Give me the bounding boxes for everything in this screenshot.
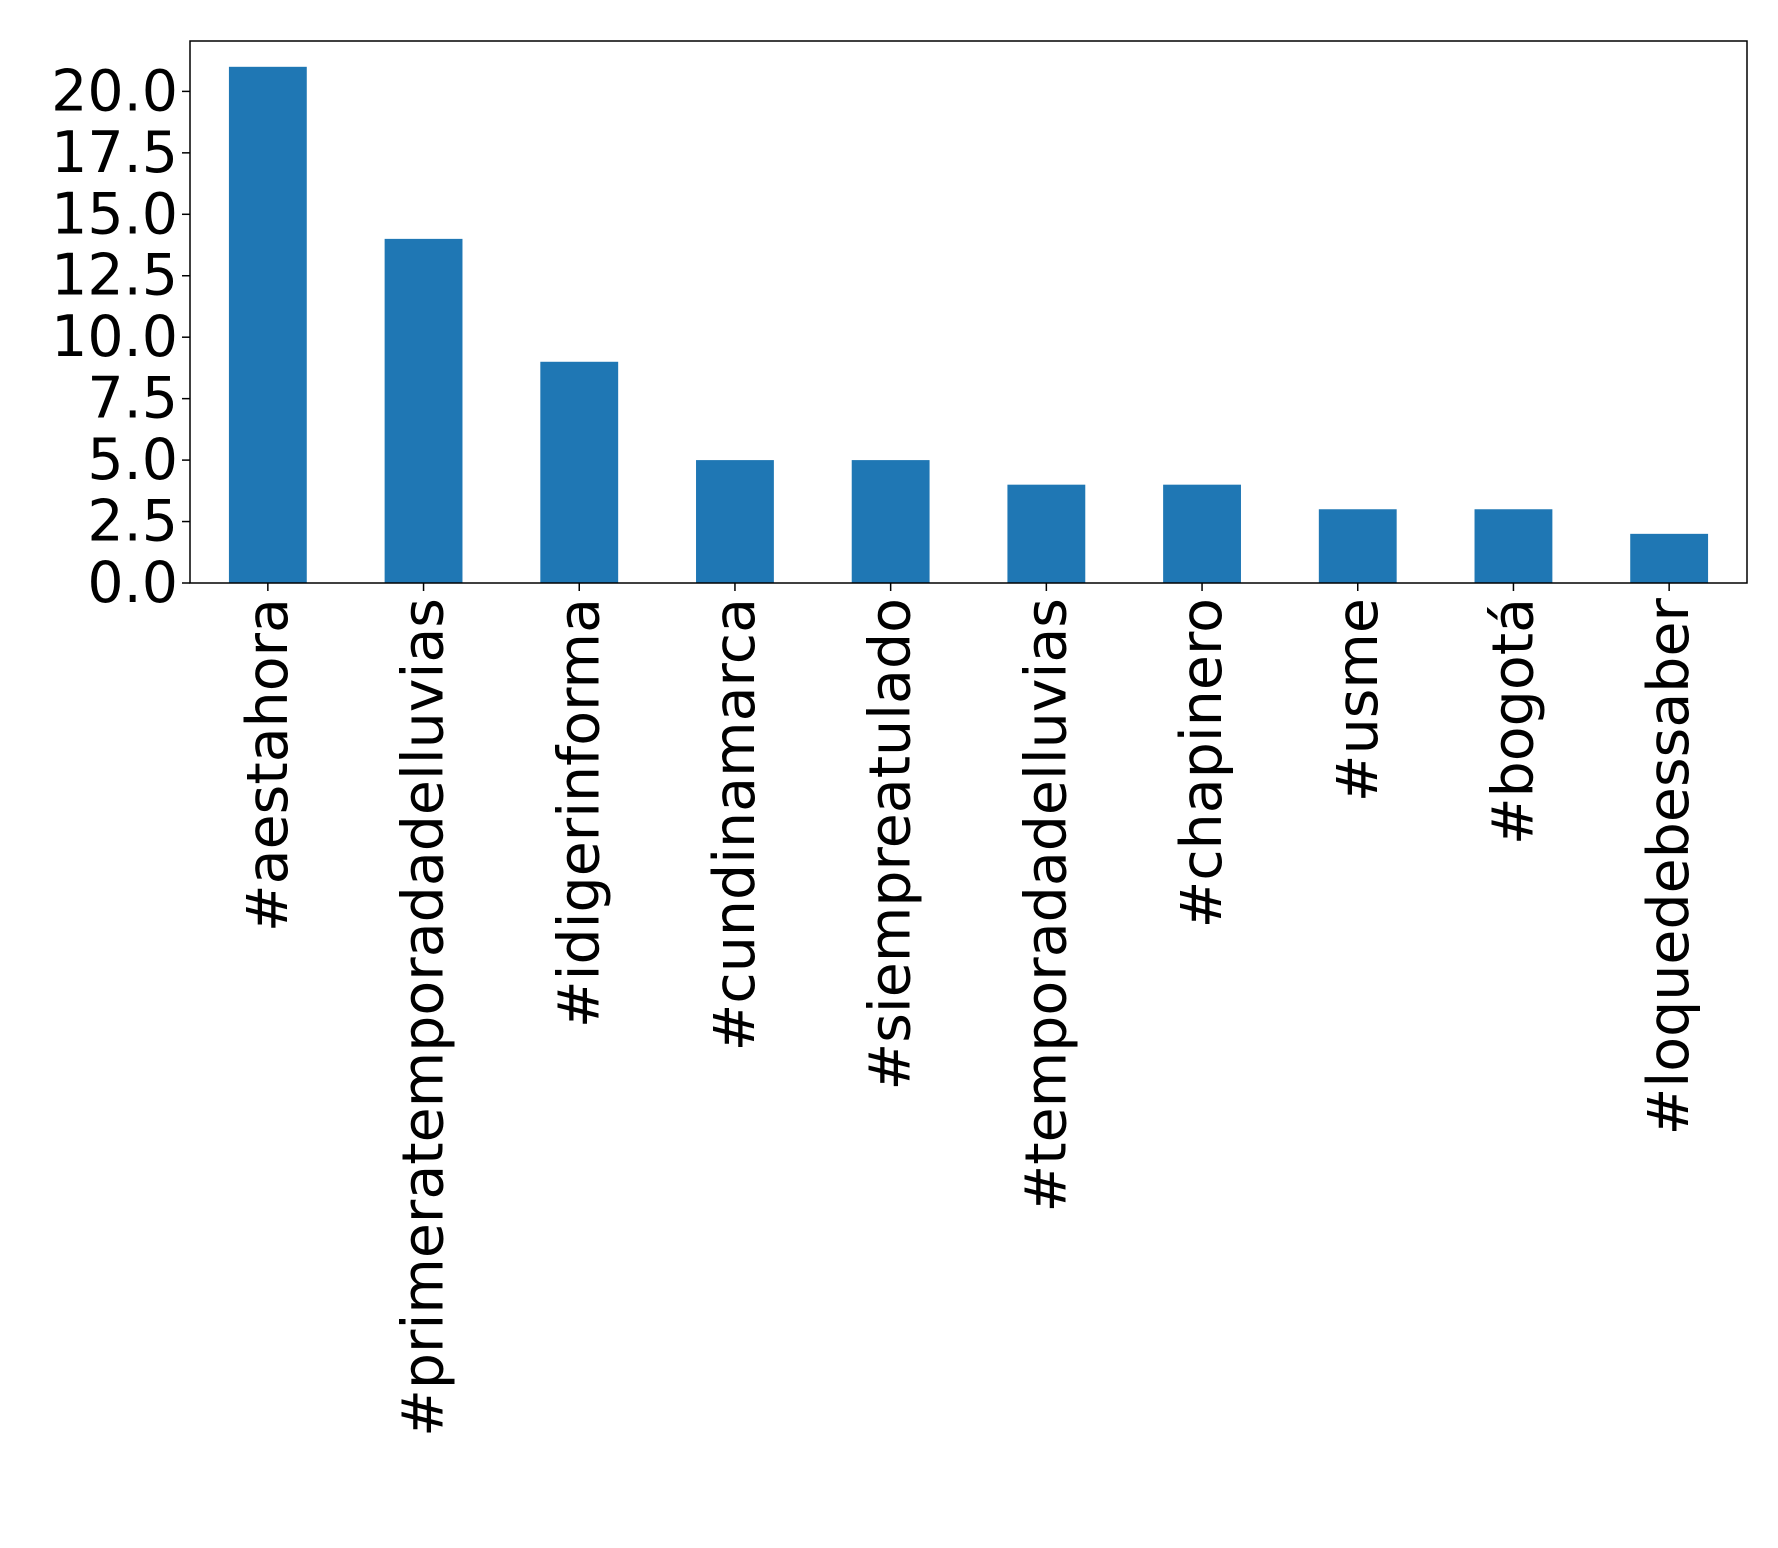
- bar-3: [696, 460, 774, 583]
- bar-2: [540, 361, 619, 583]
- y-axis: 0.02.55.07.510.012.515.017.520.0: [51, 58, 190, 616]
- bar-0: [228, 66, 307, 584]
- bar-1: [384, 238, 463, 583]
- x-tick-label: #loquedebessaber: [1636, 597, 1702, 1135]
- x-tick-label: #chapinero: [1169, 598, 1235, 928]
- x-axis: #aestahora #primeratemporadadelluvias #idi…: [235, 583, 1702, 1437]
- bar-9: [1630, 533, 1709, 583]
- x-tick-label: #siempreatulado: [858, 598, 924, 1091]
- y-tick-label: 2.5: [87, 489, 178, 555]
- y-tick-label: 20.0: [51, 58, 178, 124]
- y-tick-label: 5.0: [87, 427, 178, 493]
- x-tick-label: #idigerinforma: [546, 598, 612, 1028]
- x-tick-label: #usme: [1325, 598, 1391, 802]
- bar-4: [851, 460, 930, 583]
- y-tick-label: 17.5: [51, 120, 178, 186]
- y-tick-label: 7.5: [87, 366, 178, 432]
- bar-6: [1163, 484, 1241, 583]
- bar-7: [1318, 509, 1397, 583]
- y-tick-label: 15.0: [51, 181, 178, 247]
- y-tick-label: 12.5: [51, 243, 178, 309]
- plot-frame: [189, 40, 1748, 584]
- x-tick-label: #bogotá: [1480, 598, 1546, 845]
- x-tick-label: #aestahora: [235, 598, 301, 932]
- x-tick-label: #primeratemporadadelluvias: [391, 598, 457, 1437]
- y-tick-label: 10.0: [51, 304, 178, 370]
- bar-8: [1474, 509, 1553, 583]
- bar-5: [1007, 484, 1086, 583]
- x-tick-label: #temporadadelluvias: [1013, 598, 1079, 1212]
- bars-layer: [228, 66, 1709, 584]
- x-tick-label: #cundinamarca: [702, 598, 768, 1051]
- y-tick-label: 0.0: [87, 550, 178, 616]
